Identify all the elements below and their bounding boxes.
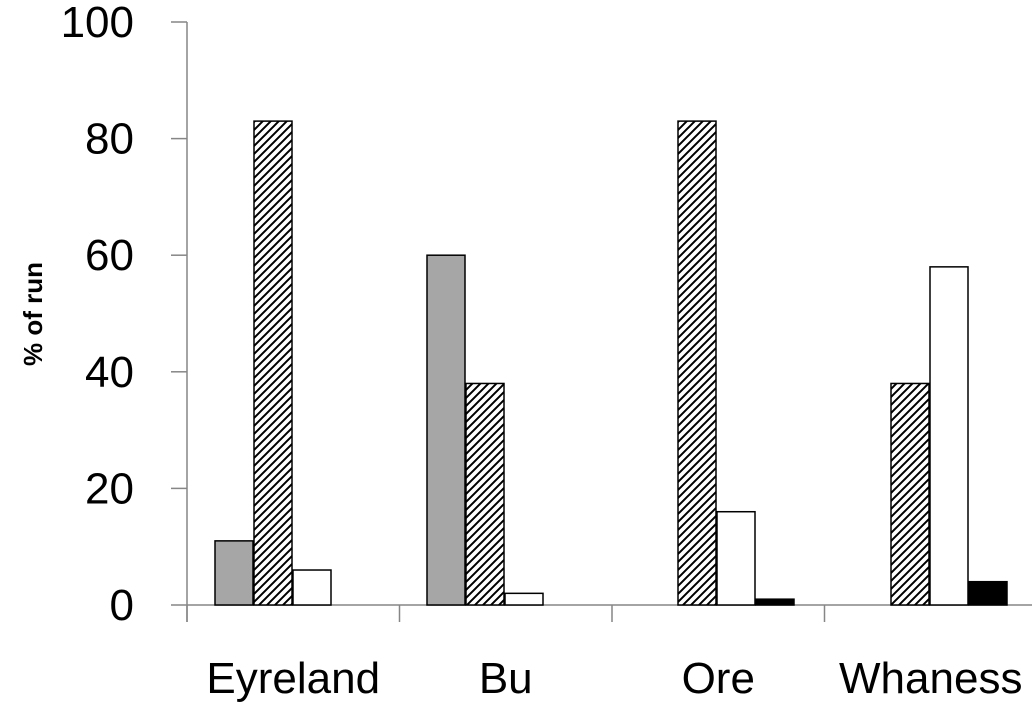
y-tick-label: 40 <box>85 348 134 397</box>
bar-black-whaness <box>968 580 1008 606</box>
bar-white-eyreland <box>292 569 332 606</box>
y-tick-label: 0 <box>110 581 134 630</box>
bar-white-bu <box>504 592 544 606</box>
y-tick-label: 80 <box>85 115 134 164</box>
bars <box>214 120 1008 606</box>
bar-black-ore <box>755 598 795 606</box>
bar-gray-bu <box>426 254 466 606</box>
bar-hatched-eyreland <box>253 120 293 606</box>
bar-white-whaness <box>929 266 969 606</box>
bar-hatched-bu <box>465 382 505 606</box>
bar-white-ore <box>716 510 756 606</box>
x-tick-label: Bu <box>479 654 533 703</box>
y-tick-label: 60 <box>85 231 134 280</box>
x-tick-label: Whaness <box>839 654 1022 703</box>
labels: 0 20 40 60 80 100 Eyreland Bu Ore Whaness <box>61 0 1023 703</box>
y-tick-label: 100 <box>61 0 134 47</box>
x-tick-label: Ore <box>682 654 755 703</box>
x-tick-label: Eyreland <box>206 654 380 703</box>
y-tick-label: 20 <box>85 464 134 513</box>
bar-hatched-whaness <box>890 382 930 606</box>
bar-gray-eyreland <box>214 540 254 606</box>
y-axis-title: % of run <box>18 262 48 366</box>
bar-hatched-ore <box>677 120 717 606</box>
